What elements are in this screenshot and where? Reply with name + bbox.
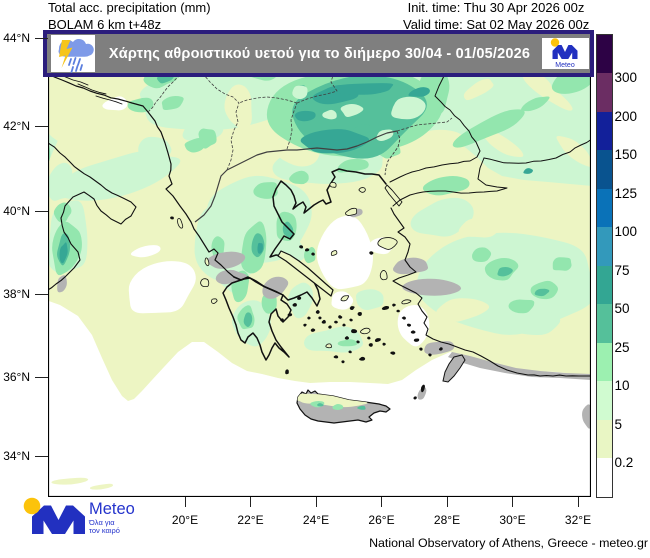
svg-text:Όλα για: Όλα για bbox=[88, 518, 115, 527]
svg-text:Meteo: Meteo bbox=[555, 62, 575, 69]
svg-text:τον καιρό: τον καιρό bbox=[89, 526, 120, 535]
svg-text:Meteo: Meteo bbox=[89, 500, 135, 518]
